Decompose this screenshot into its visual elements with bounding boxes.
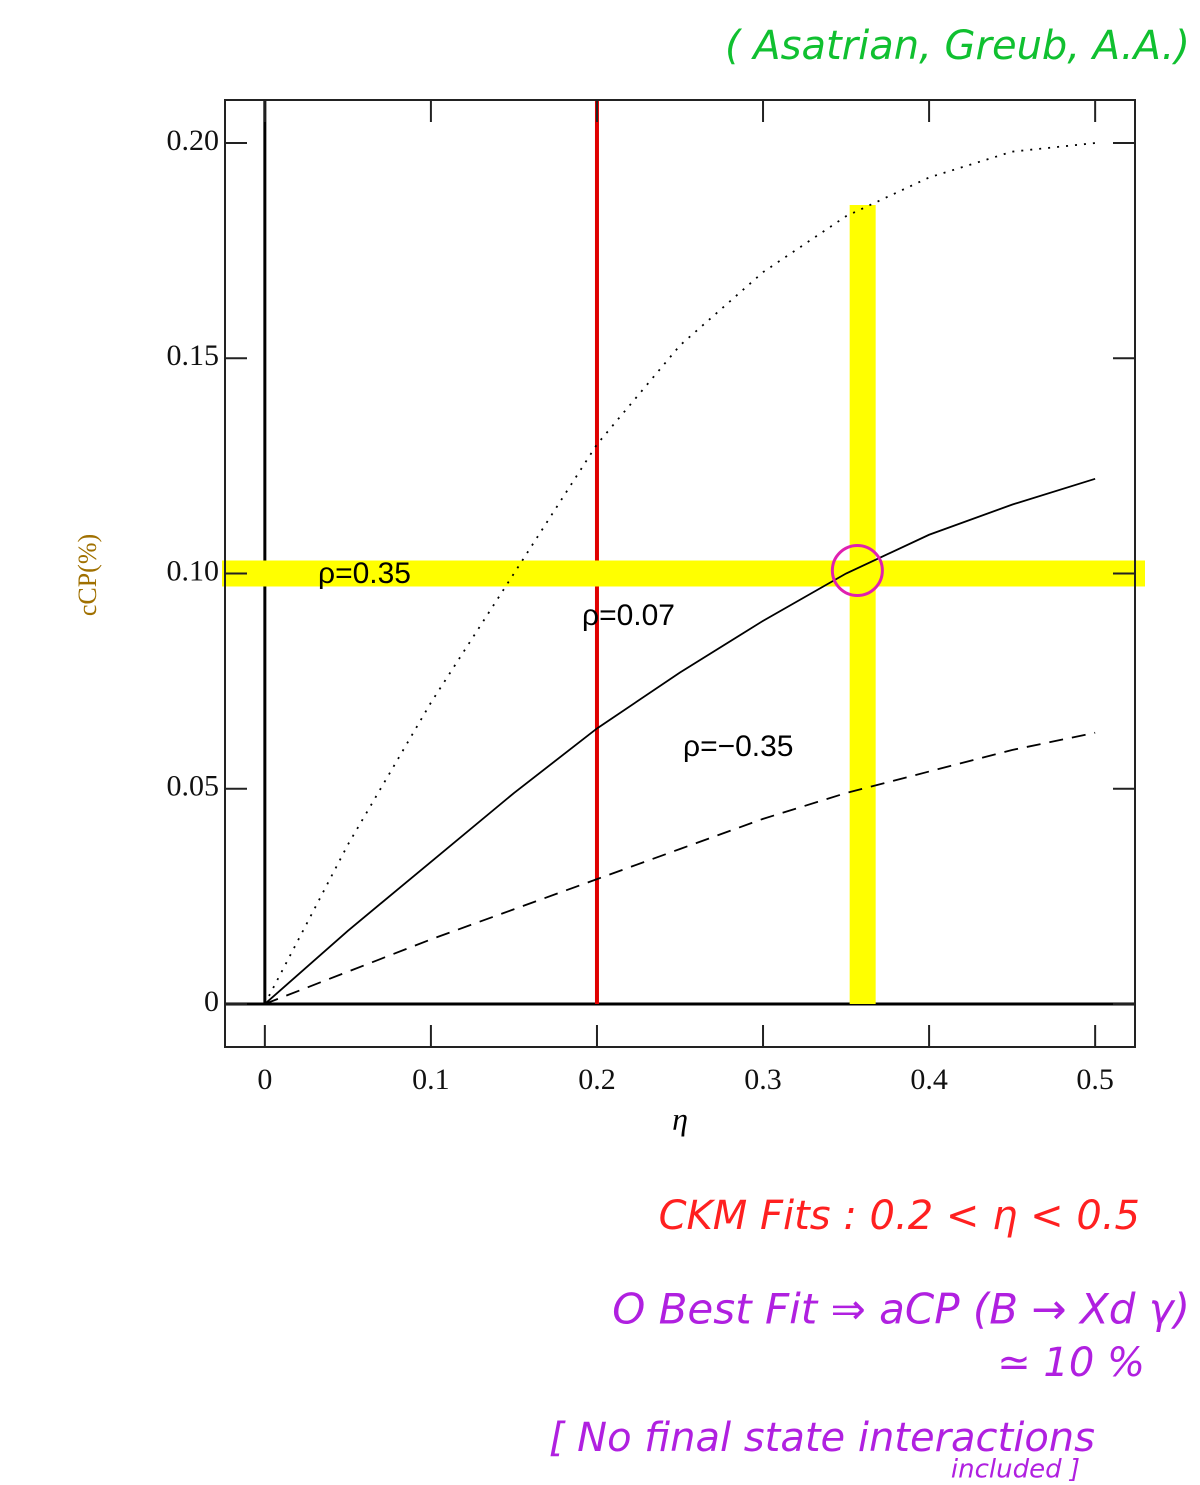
series-label: ρ=−0.35 (683, 730, 794, 763)
series-line (264, 477, 1096, 1005)
series-label: ρ=0.07 (582, 599, 675, 632)
best-fit-marker (830, 544, 884, 597)
series-label: ρ=0.35 (318, 557, 411, 590)
series-line (264, 142, 1096, 1005)
y-tick-label: 0 (204, 985, 219, 1018)
y-tick-label: 0.05 (167, 770, 220, 803)
annotation: [ No final state interactions (549, 1415, 1095, 1461)
annotation: O Best Fit ⇒ aCP (B → Xd γ) (612, 1285, 1190, 1334)
x-tick-label: 0.4 (910, 1063, 948, 1096)
annotation: included ] (951, 1455, 1080, 1485)
x-tick-label: 0.3 (744, 1063, 782, 1096)
x-tick-label: 0.5 (1076, 1063, 1114, 1096)
y-tick-label: 0.20 (167, 124, 220, 157)
annotation: CKM Fits : 0.2 < η < 0.5 (659, 1193, 1140, 1239)
x-tick-label: 0.1 (412, 1063, 450, 1096)
series-line (264, 731, 1096, 1005)
annotation: ≃ 10 % (997, 1340, 1145, 1386)
x-tick-label: 0.2 (578, 1063, 616, 1096)
y-tick-label: 0.15 (167, 339, 220, 372)
x-axis-label: η (672, 1100, 688, 1136)
x-tick-label: 0 (257, 1063, 272, 1096)
y-axis-label: cCP(%) (73, 534, 102, 616)
y-tick-label: 0.10 (167, 554, 220, 587)
annotation: ( Asatrian, Greub, A.A.) (725, 23, 1190, 69)
